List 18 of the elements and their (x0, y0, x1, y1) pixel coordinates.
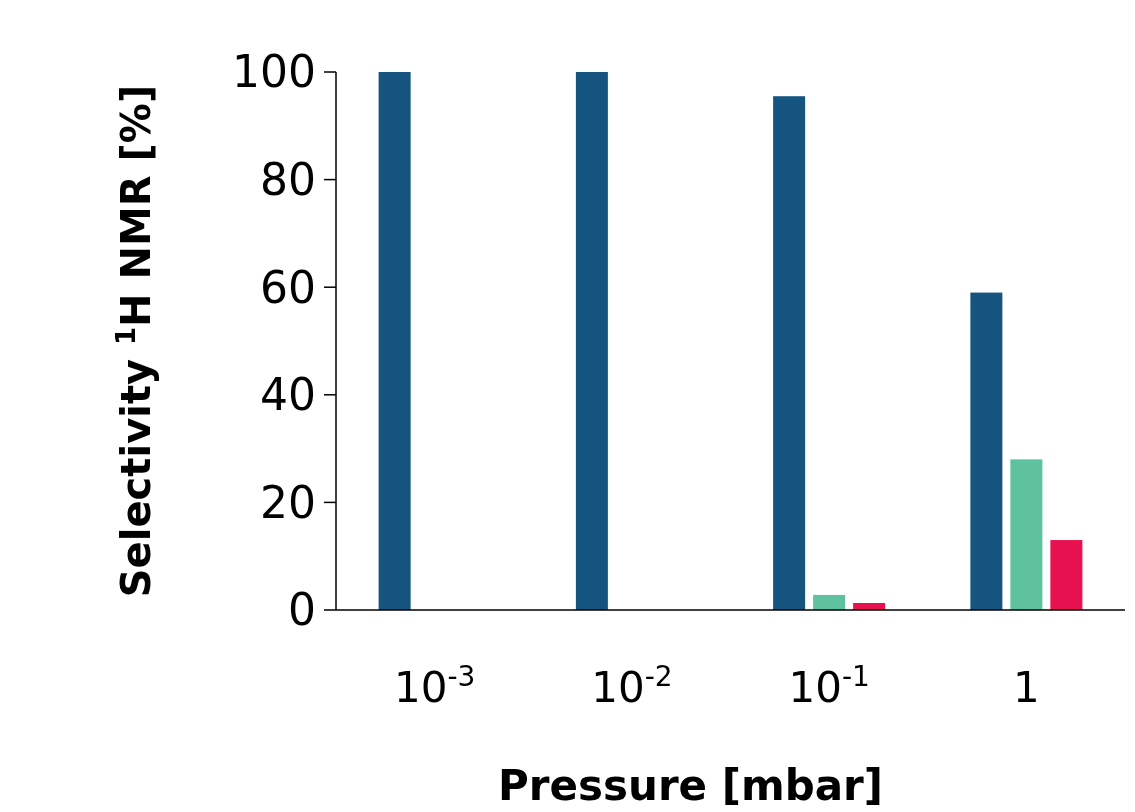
bar (575, 72, 608, 610)
y-tick-label: 80 (260, 154, 316, 205)
bar (1010, 459, 1043, 610)
x-tick-label: 10$^{-3}$ (393, 659, 476, 712)
y-tick-label: 20 (260, 476, 316, 528)
x-axis-title: Pressure [mbar] (498, 761, 883, 810)
x-tick-label: 1 (1013, 663, 1040, 712)
bar (378, 72, 411, 610)
y-tick-label: 60 (260, 261, 316, 313)
bar (813, 594, 846, 610)
x-tick-label: 10$^{-2}$ (591, 659, 673, 712)
y-tick-label: 100 (232, 46, 316, 98)
y-tick-label: 40 (260, 369, 316, 421)
y-tick-label: 0 (288, 584, 316, 636)
bar (970, 292, 1003, 610)
x-tick-label: 10$^{-1}$ (788, 659, 870, 712)
bar (773, 96, 806, 610)
bar (1050, 540, 1083, 610)
